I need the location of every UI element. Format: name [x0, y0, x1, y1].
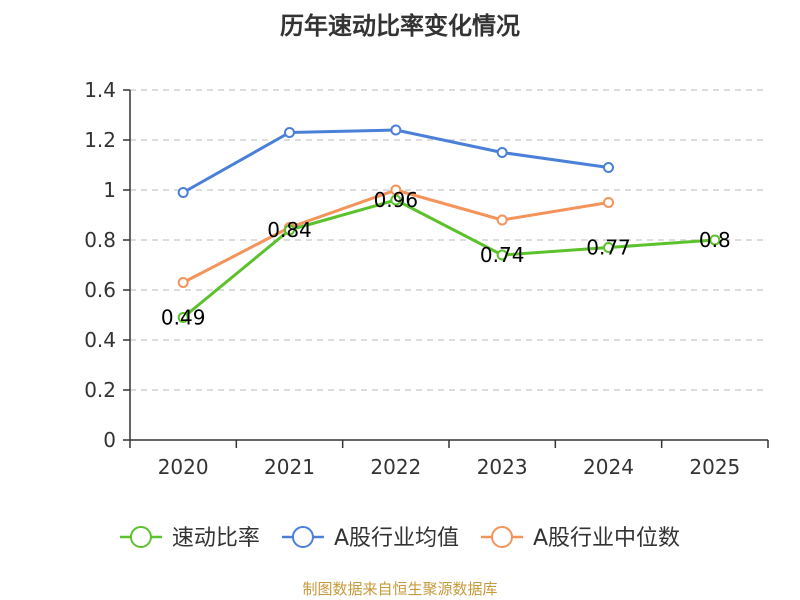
- legend-item-1[interactable]: A股行业均值: [281, 526, 459, 551]
- axes-layer: 0 0.2 0.4 0.6 0.8 1 1.2 1.4 2020 2021 2022 2023 2024…: [84, 78, 769, 479]
- series-line-1: [181, 128, 610, 194]
- x-tick-label: 2023: [477, 455, 528, 479]
- series-point-2: [603, 197, 614, 208]
- x-tick-label: 2024: [583, 455, 634, 479]
- source-note: 制图数据来自恒生聚源数据库: [302, 580, 497, 598]
- legend-marker: [491, 526, 514, 548]
- legend-marker: [129, 526, 152, 548]
- x-tick-label: 2021: [264, 455, 315, 479]
- legend-label: A股行业中位数: [533, 526, 680, 551]
- series-point-0: [177, 312, 189, 323]
- y-tick-label: 0.6: [84, 278, 116, 302]
- y-tick-label: 0.8: [84, 228, 116, 252]
- x-tick-label: 2020: [158, 455, 209, 479]
- x-tick-label: 2025: [689, 455, 740, 479]
- data-label: 0.77: [586, 236, 631, 260]
- legend-item-2[interactable]: A股行业中位数: [481, 526, 680, 551]
- data-label: 0.84: [267, 218, 312, 242]
- series-point-1: [284, 127, 295, 138]
- series-point-0: [603, 242, 614, 253]
- chart-title: 历年速动比率变化情况: [280, 12, 520, 40]
- legend-marker: [291, 526, 314, 548]
- series-point-1: [603, 162, 614, 173]
- series-point-0: [709, 234, 721, 246]
- series-layer: [177, 124, 721, 323]
- series-line-0: [181, 198, 717, 319]
- series-point-2: [177, 277, 189, 288]
- data-labels-layer: 0.49 0.84 0.96 0.74 0.77 0.8: [161, 188, 731, 330]
- series-point-1: [496, 147, 508, 158]
- y-tick-label: 1.2: [84, 128, 116, 152]
- legend-item-0[interactable]: 速动比率: [119, 526, 260, 551]
- series-point-2: [496, 214, 508, 226]
- series-point-0: [390, 194, 402, 206]
- y-tick-label: 0.4: [84, 328, 116, 352]
- grid-layer: [130, 89, 768, 391]
- data-label: 0.96: [374, 188, 419, 212]
- series-point-1: [390, 124, 402, 136]
- data-label: 0.74: [480, 243, 525, 267]
- y-tick-label: 1: [103, 178, 116, 202]
- series-point-1: [177, 187, 189, 198]
- legend: 速动比率 A股行业均值 A股行业中位数: [119, 526, 680, 551]
- legend-label: 速动比率: [172, 526, 260, 551]
- y-tick-label: 1.4: [84, 78, 116, 102]
- y-tick-label: 0: [103, 428, 116, 452]
- series-point-0: [496, 249, 508, 261]
- series-point-0: [284, 224, 295, 236]
- data-label: 0.8: [699, 228, 731, 252]
- x-tick-label: 2022: [370, 455, 421, 479]
- legend-label: A股行业均值: [334, 526, 459, 551]
- y-tick-label: 0.2: [84, 378, 116, 402]
- data-label: 0.49: [161, 306, 206, 330]
